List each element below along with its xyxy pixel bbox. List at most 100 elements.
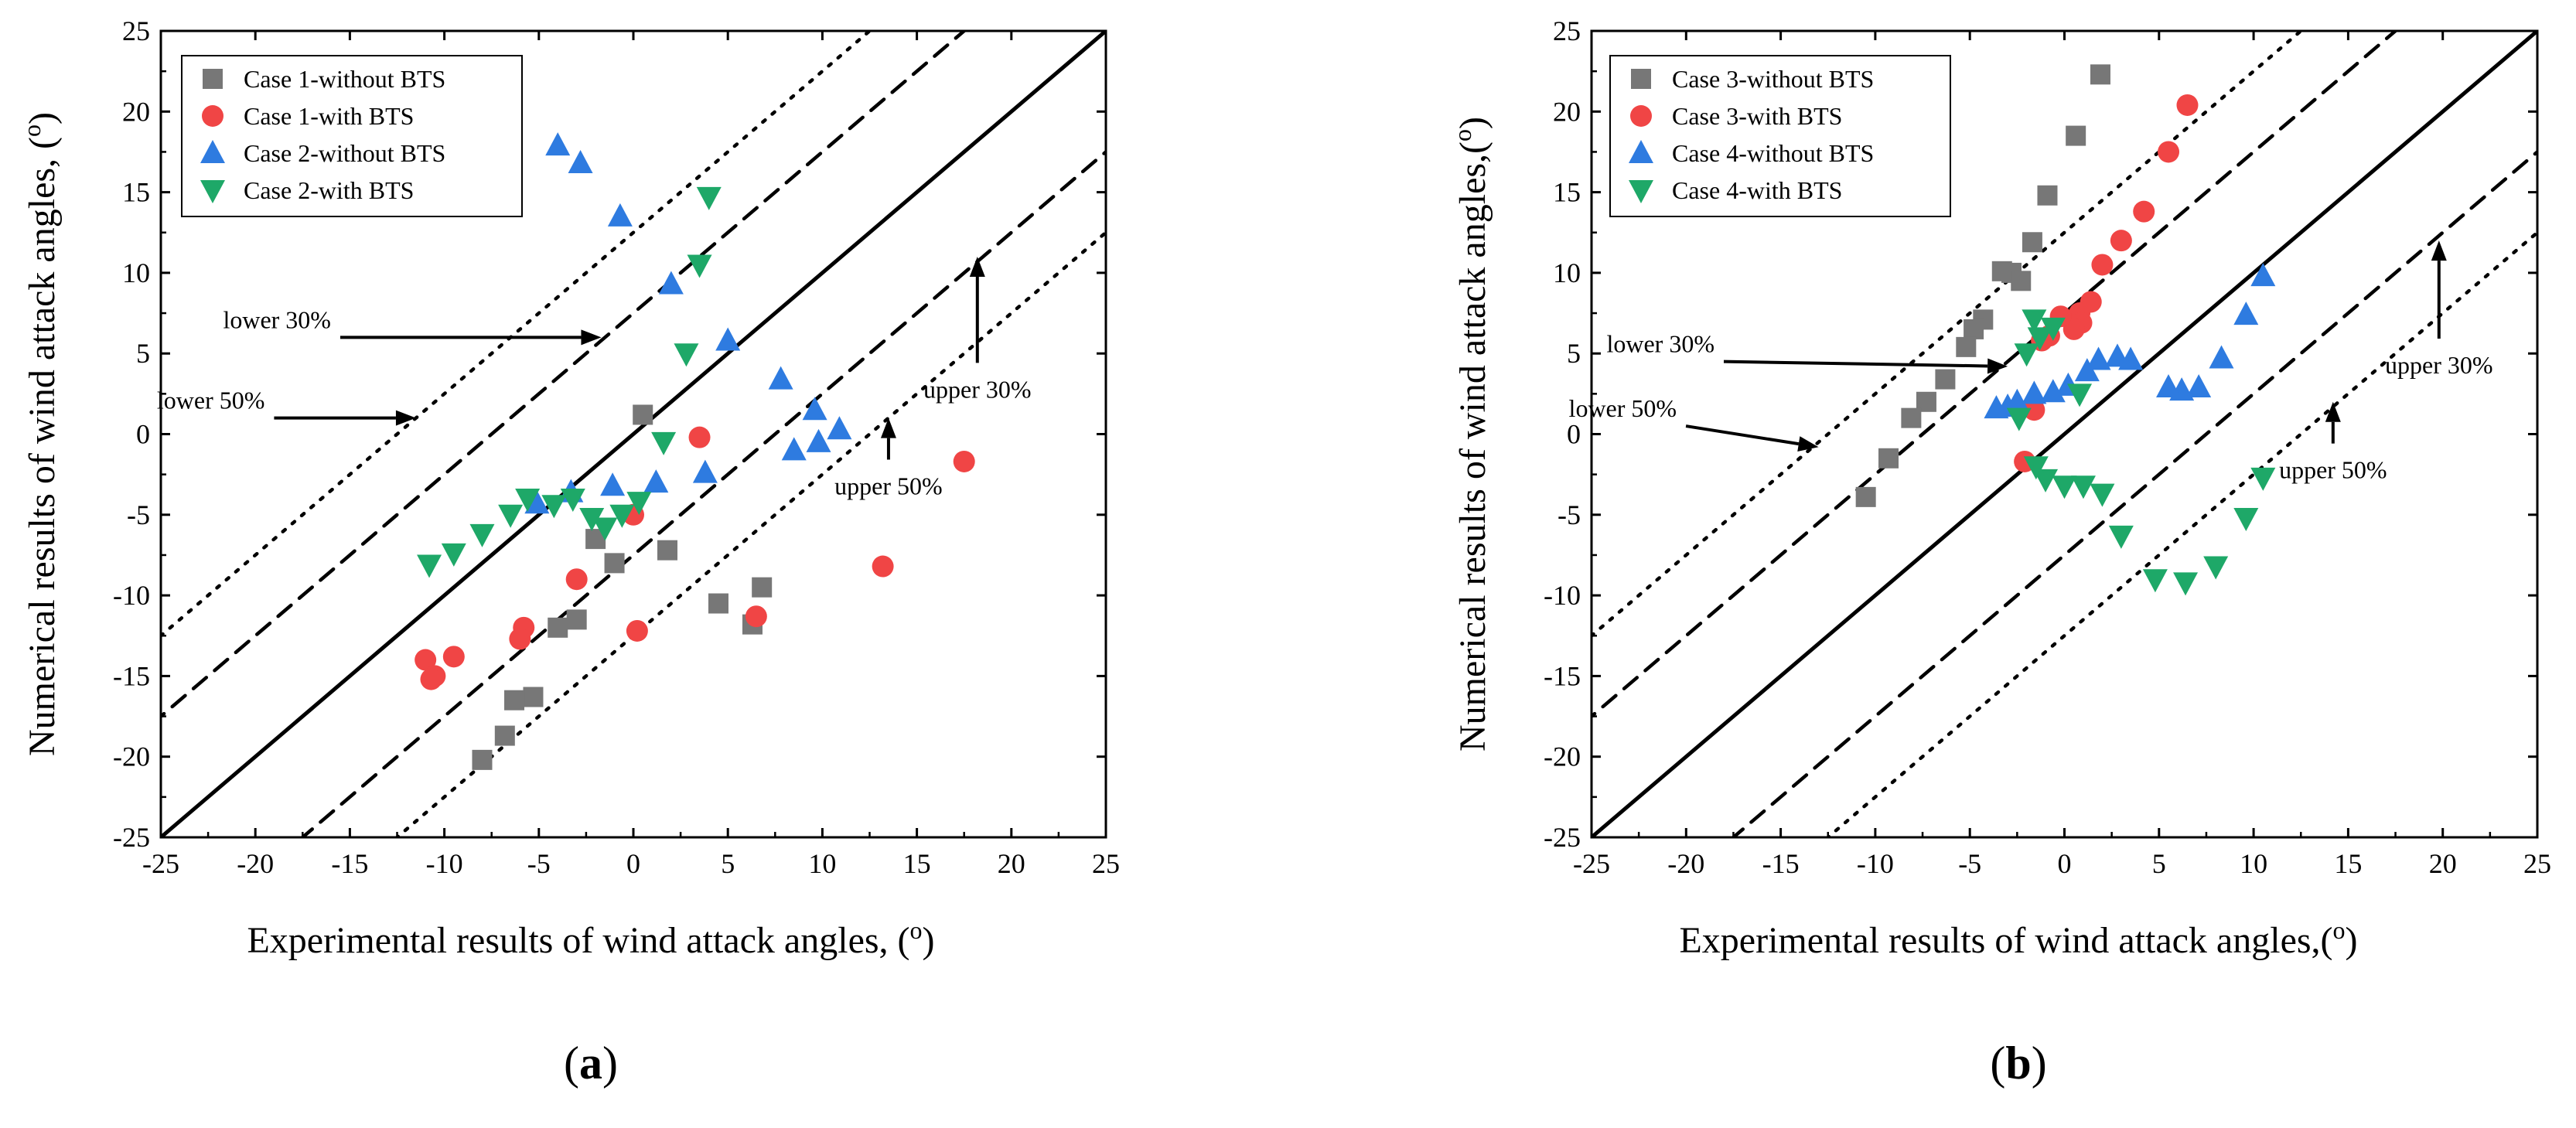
data-point [560, 488, 585, 512]
reference-line-upper-50 [1825, 230, 2537, 837]
data-point [548, 617, 568, 638]
data-point [417, 554, 442, 578]
data-point [2063, 318, 2085, 340]
data-point [2067, 383, 2093, 407]
data-point [745, 605, 767, 628]
y-tick-label: -5 [1558, 499, 1581, 530]
data-point [515, 488, 541, 512]
annotation-label: upper 30% [923, 375, 1032, 403]
data-point [1855, 486, 1876, 507]
annotation-arrowhead [880, 417, 896, 438]
data-point [2052, 475, 2077, 499]
x-tick-label: -15 [1762, 848, 1800, 879]
data-point [827, 416, 852, 440]
data-point [872, 555, 894, 578]
x-tick-label: -20 [237, 848, 274, 879]
data-point [752, 577, 773, 598]
data-point [494, 725, 515, 746]
legend-entry-label: Case 4-with BTS [1672, 176, 1842, 204]
data-point [2108, 525, 2134, 549]
annotation-arrowhead [581, 329, 602, 346]
x-tick-label: -25 [142, 848, 179, 879]
data-point [609, 504, 635, 528]
y-tick-label: 5 [136, 338, 150, 369]
x-tick-label: -10 [1857, 848, 1894, 879]
data-point [2142, 569, 2168, 593]
data-point [2006, 407, 2032, 431]
series-triangle-down [417, 186, 722, 578]
data-point [2203, 556, 2229, 580]
data-point [1984, 395, 2009, 419]
data-point [2091, 254, 2114, 276]
data-point [2090, 483, 2115, 507]
x-tick-label: 20 [998, 848, 1025, 879]
legend-entry-label: Case 3-with BTS [1672, 102, 1842, 130]
annotation-label: lower 30% [1606, 330, 1714, 358]
legend-entry-label: Case 1-without BTS [244, 65, 445, 93]
data-point [2158, 141, 2180, 163]
data-point [2233, 507, 2259, 531]
data-point [2022, 232, 2042, 253]
reference-line-upper-30 [299, 149, 1106, 837]
x-axis-label: Experimental results of wind attack angl… [247, 916, 934, 961]
data-point [781, 437, 807, 461]
y-tick-label: 25 [122, 15, 150, 46]
annotation-label: lower 50% [1569, 394, 1677, 422]
y-axis-label: Numerical results of wind attack angles,… [18, 112, 63, 756]
y-tick-label: 15 [1553, 177, 1581, 208]
y-tick-label: -15 [1544, 660, 1581, 691]
annotations: lower 30% lower 50% upper 30% upper 50% [157, 257, 1032, 500]
data-point [2023, 456, 2049, 480]
data-point [658, 271, 684, 295]
data-point [626, 619, 648, 642]
reference-line-equal [1592, 31, 2537, 837]
y-tick-label: -25 [113, 822, 150, 853]
y-tick-label: 5 [1567, 338, 1581, 369]
data-point [441, 543, 466, 567]
data-point [2040, 317, 2066, 341]
data-point [568, 150, 593, 174]
annotation-arrowhead [1797, 436, 1819, 452]
legend: Case 3-without BTS Case 3-with BTS Case 4-… [1609, 55, 1951, 217]
y-tick-label: 15 [122, 177, 150, 208]
data-point [626, 492, 652, 516]
annotation-label: lower 30% [223, 305, 331, 333]
annotation-arrowhead [969, 257, 985, 278]
annotation-label: upper 50% [834, 472, 943, 500]
panel-label: (b) [1990, 1038, 2046, 1089]
data-point [2090, 64, 2110, 85]
axis-ticks: -25 -20 -15 -10 -5 0 5 10 15 20 25 -25 -20 -15 -10 -5 0 5… [1544, 15, 2551, 879]
data-point [565, 568, 588, 591]
data-point [2040, 379, 2066, 403]
y-tick-label: -10 [1544, 580, 1581, 611]
data-point [504, 690, 525, 711]
data-point [2186, 374, 2212, 398]
data-point [2086, 346, 2111, 370]
data-point [2014, 343, 2039, 367]
data-point [524, 490, 550, 514]
annotation-arrow [1723, 360, 1988, 368]
series-circle [415, 426, 975, 690]
data-point [2173, 572, 2199, 596]
annotation-arrowhead [2431, 240, 2447, 261]
legend-marker [203, 69, 223, 89]
data-point [633, 404, 653, 425]
data-point [674, 343, 699, 367]
y-tick-label: 0 [1567, 419, 1581, 450]
data-point [2033, 469, 2059, 492]
x-tick-label: 5 [2152, 848, 2166, 879]
x-tick-label: 15 [903, 848, 931, 879]
x-tick-label: 10 [808, 848, 836, 879]
data-point [2011, 271, 2032, 291]
annotation-label: upper 30% [2385, 351, 2493, 379]
legend-marker [200, 180, 225, 203]
data-point [2022, 309, 2047, 333]
annotation-arrowhead [2325, 401, 2341, 422]
x-tick-label: -5 [527, 848, 551, 879]
x-tick-label: -20 [1667, 848, 1704, 879]
reference-line-upper-30 [1730, 149, 2537, 837]
series-square [1855, 64, 2110, 507]
annotation-label: lower 50% [157, 387, 265, 414]
y-tick-label: -10 [113, 580, 150, 611]
data-point [566, 609, 587, 630]
